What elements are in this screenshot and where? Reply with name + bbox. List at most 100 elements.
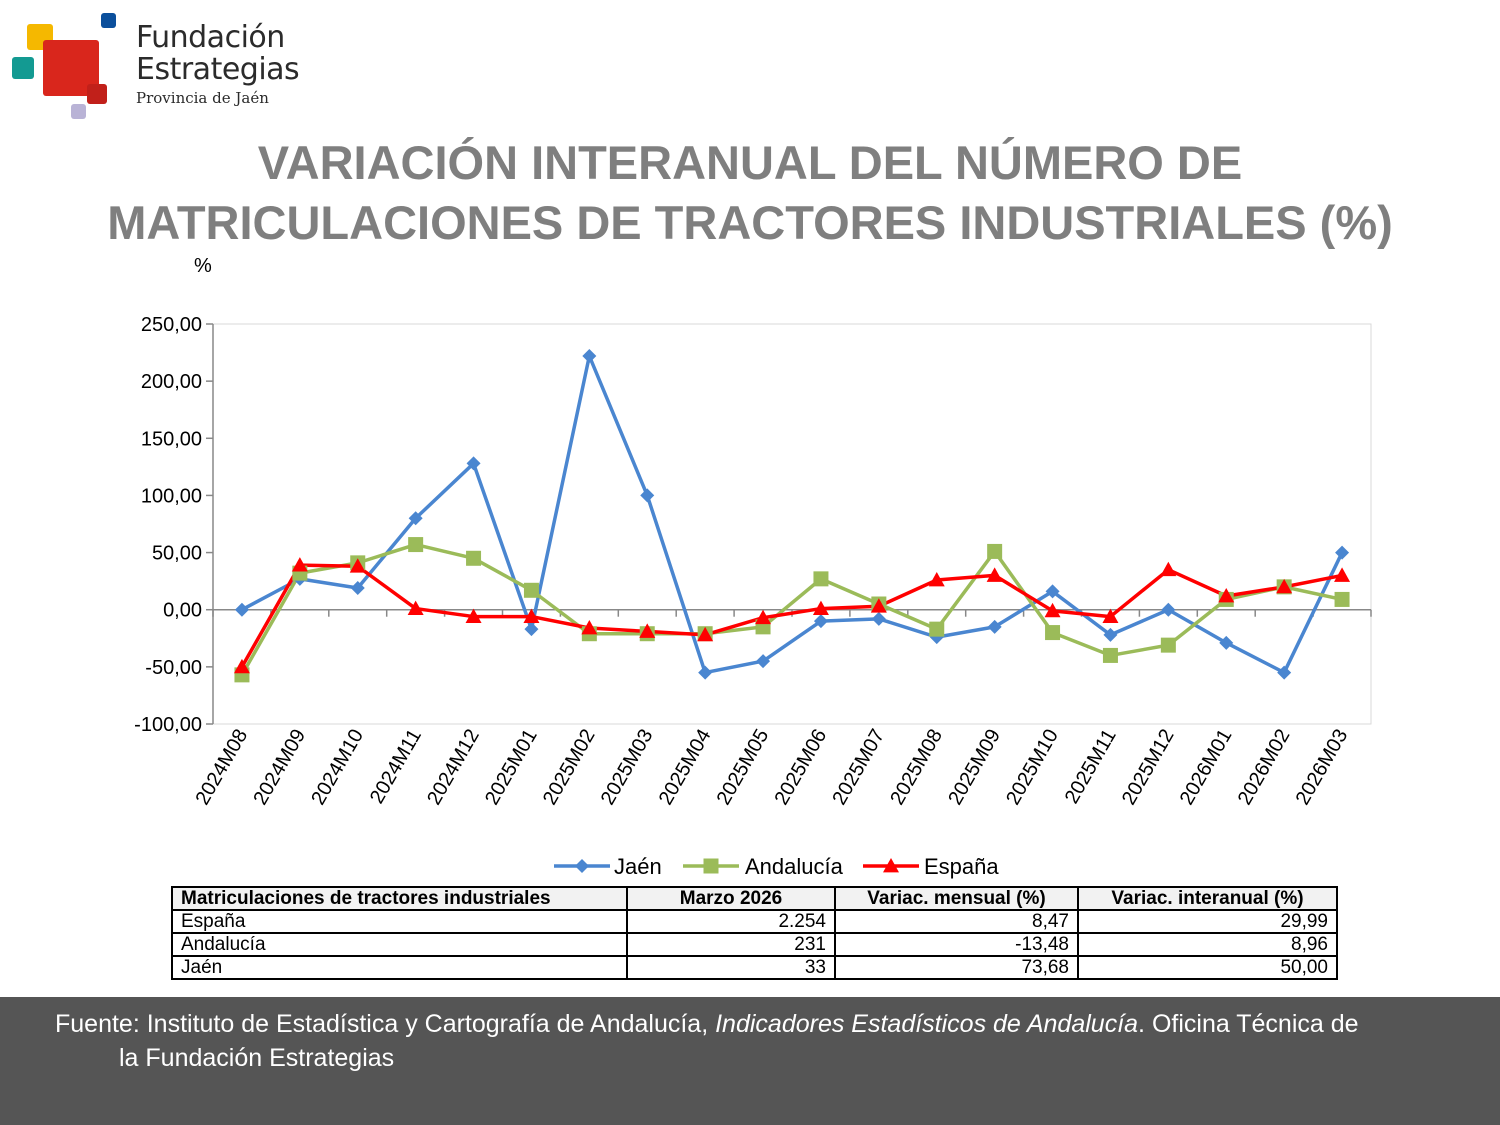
data-point	[1335, 545, 1350, 560]
x-tick-label: 2025M03	[597, 726, 658, 809]
y-tick-label: 200,00	[141, 371, 202, 393]
page-title: VARIACIÓN INTERANUAL DEL NÚMERO DE MATRI…	[0, 133, 1500, 253]
data-point	[1045, 584, 1060, 599]
row-annual: 8,96	[1077, 932, 1338, 957]
source-text: Fuente: Instituto de Estadística y Carto…	[55, 1007, 1455, 1075]
data-point	[349, 558, 366, 573]
table-row: España 2.254 8,47 29,99	[171, 909, 1338, 934]
data-point	[233, 658, 250, 674]
x-tick-label: 2026M01	[1176, 726, 1237, 809]
x-tick-label: 2025M12	[1118, 726, 1179, 809]
x-tick-label: 2024M09	[249, 726, 310, 809]
logo-lavender-square	[71, 104, 86, 119]
series-line-2	[240, 563, 1343, 668]
legend-label: Jaén	[614, 854, 662, 879]
y-tick-label: 0,00	[163, 600, 202, 622]
title-line-2: MATRICULACIONES DE TRACTORES INDUSTRIALE…	[107, 196, 1393, 249]
column-header: Variac. mensual (%)	[834, 886, 1079, 911]
logo-darkred-square	[87, 84, 107, 104]
data-point	[929, 621, 945, 637]
data-point	[1334, 591, 1350, 607]
table-row: Jaén 33 73,68 50,00	[171, 955, 1338, 980]
source-prefix: Fuente: Instituto de Estadística y Carto…	[55, 1010, 716, 1038]
row-name: Andalucía	[171, 932, 628, 957]
row-value: 231	[626, 932, 836, 957]
data-point	[813, 614, 828, 629]
x-tick-label: 2025M11	[1061, 726, 1121, 808]
series-line-1	[240, 542, 1343, 676]
x-tick-label: 2024M10	[307, 726, 368, 809]
data-point	[756, 654, 771, 669]
column-header: Marzo 2026	[626, 886, 836, 911]
y-tick-label: 250,00	[141, 314, 202, 336]
source-footer: Fuente: Instituto de Estadística y Carto…	[0, 997, 1500, 1125]
data-point	[581, 620, 598, 635]
data-point	[755, 609, 772, 625]
series-line-0	[241, 354, 1344, 675]
data-point	[1160, 561, 1177, 577]
data-point	[466, 550, 482, 566]
data-point	[871, 611, 886, 626]
line-chart: % 250,00 200,00 150,00 100,00 50,00 0,00 -50,0…	[134, 255, 1372, 879]
y-unit-label: %	[194, 255, 212, 277]
legend-marker	[883, 858, 899, 873]
data-point	[234, 602, 249, 617]
x-tick-label: 2025M05	[713, 726, 774, 809]
data-point	[291, 557, 308, 572]
row-name: Jaén	[171, 955, 628, 980]
data-point	[408, 511, 423, 526]
x-tick-label: 2025M04	[655, 726, 716, 809]
source-italic: Indicadores Estadísticos de Andalucía	[715, 1010, 1139, 1038]
data-point	[1276, 578, 1293, 594]
row-monthly: 73,68	[834, 955, 1079, 980]
x-tick-label: 2025M08	[886, 726, 947, 809]
data-point	[1277, 665, 1292, 680]
y-tick-label: -100,00	[134, 714, 202, 736]
row-name: España	[171, 909, 628, 934]
data-point	[466, 456, 481, 471]
x-tick-label: 2026M03	[1292, 726, 1353, 809]
row-monthly: -13,48	[834, 932, 1079, 957]
legend-label: España	[924, 854, 999, 879]
fundacion-logo: Fundación Estrategias Provincia de Jaén	[0, 0, 320, 125]
table-row: Andalucía 231 -13,48 8,96	[171, 932, 1338, 957]
data-point	[1045, 625, 1061, 641]
source-line-2: la Fundación Estrategias	[119, 1044, 395, 1072]
x-tick-label: 2024M11	[366, 726, 426, 808]
x-tick-label: 2025M01	[481, 726, 542, 809]
logo-line-2: Estrategias	[136, 52, 300, 87]
x-tick-label: 2025M10	[1002, 726, 1063, 809]
data-point	[870, 598, 887, 613]
data-point	[523, 608, 540, 623]
x-tick-label: 2024M12	[423, 726, 484, 809]
legend-marker	[575, 859, 589, 873]
y-tick-label: 150,00	[141, 428, 202, 450]
data-point	[408, 537, 424, 553]
data-point	[1103, 627, 1118, 642]
data-point	[987, 619, 1002, 634]
data-point	[1160, 637, 1176, 653]
logo-line-1: Fundación	[136, 20, 285, 55]
x-tick-label: 2025M06	[771, 726, 832, 809]
data-point	[1161, 602, 1176, 617]
title-line-1: VARIACIÓN INTERANUAL DEL NÚMERO DE	[257, 136, 1243, 189]
data-point	[1044, 602, 1061, 618]
data-point	[1218, 588, 1235, 603]
data-point	[697, 626, 714, 642]
data-point	[987, 543, 1003, 559]
legend-marker	[703, 858, 719, 874]
data-point	[928, 572, 945, 587]
column-header: Variac. interanual (%)	[1077, 886, 1338, 911]
row-value: 2.254	[626, 909, 836, 934]
summary-table: Matriculaciones de tractores industriale…	[171, 886, 1338, 980]
data-point	[407, 600, 424, 615]
source-suffix: . Oficina Técnica de	[1138, 1010, 1359, 1038]
y-tick-label: 50,00	[152, 543, 202, 565]
data-point	[986, 567, 1003, 582]
legend-label: Andalucía	[745, 854, 844, 879]
x-tick-label: 2025M02	[539, 726, 600, 809]
data-point	[524, 622, 539, 637]
row-annual: 50,00	[1077, 955, 1338, 980]
data-point	[465, 608, 482, 623]
x-tick-label: 2025M09	[944, 726, 1005, 809]
